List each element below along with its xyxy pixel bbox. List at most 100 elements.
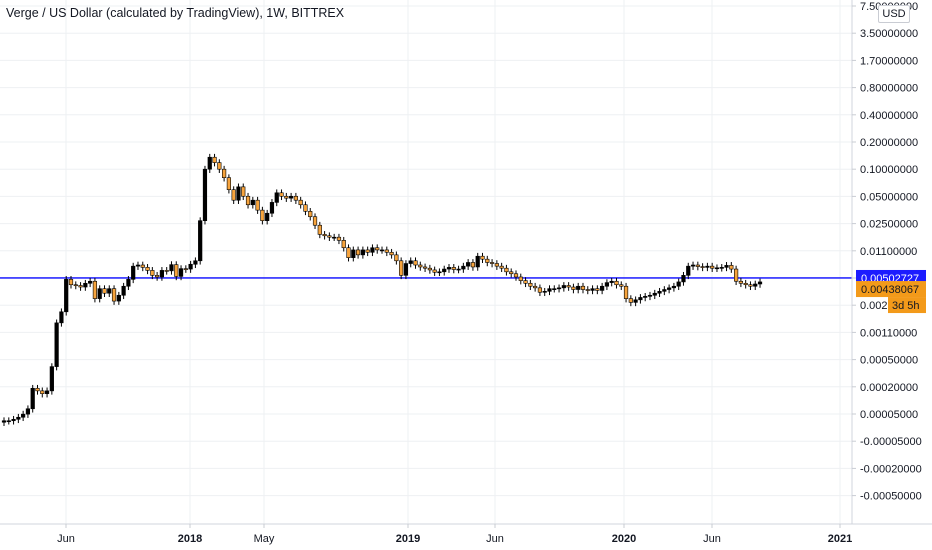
- candle-body: [140, 264, 145, 268]
- candle-body: [245, 195, 251, 206]
- candle-body: [327, 235, 332, 238]
- candle-body: [260, 209, 265, 221]
- candle-body: [64, 279, 69, 313]
- candle-body: [102, 288, 107, 294]
- candle-body: [590, 288, 595, 291]
- countdown-label: 3d 5h: [892, 300, 920, 312]
- time-axis[interactable]: Jun 2018 May 2019 Jun 2020 Jun 2021: [57, 524, 852, 545]
- candle-body: [164, 270, 169, 272]
- candle-body: [475, 255, 480, 268]
- y-tick-label: 0.00005000: [860, 409, 918, 421]
- candle-body: [509, 271, 514, 275]
- candle-body: [293, 195, 298, 201]
- candle-body: [322, 234, 327, 237]
- candle-body: [643, 296, 648, 298]
- candle-body: [710, 265, 715, 269]
- candle-body: [217, 162, 222, 170]
- candle-body: [135, 264, 141, 267]
- candle-body: [375, 247, 380, 251]
- candle-body: [198, 220, 203, 262]
- countdown-box: [888, 297, 926, 314]
- candle-body: [580, 285, 586, 290]
- candle-body: [676, 281, 681, 287]
- candle-body: [68, 279, 74, 286]
- candle-body: [193, 260, 198, 265]
- y-tick-label: -0.00005000: [860, 436, 922, 448]
- candle-body: [284, 195, 289, 199]
- candle-body: [145, 267, 150, 271]
- candle-body: [288, 195, 294, 199]
- candle-body: [647, 294, 653, 297]
- candle-body: [681, 275, 686, 283]
- candle-body: [461, 265, 466, 270]
- candle-body: [226, 177, 231, 190]
- y-tick-label: 0.00020000: [860, 382, 918, 394]
- candle-body: [466, 262, 471, 267]
- candle-body: [83, 282, 88, 288]
- candle-body: [408, 260, 413, 264]
- candle-body: [657, 291, 662, 294]
- candle-body: [614, 280, 619, 286]
- candle-body: [738, 280, 743, 284]
- candle-body: [667, 287, 672, 290]
- candle-body: [470, 262, 476, 268]
- candle-body: [336, 236, 342, 241]
- candle-body: [628, 298, 633, 303]
- y-tick-label: 0.20000000: [860, 137, 918, 149]
- candle-body: [748, 284, 753, 287]
- candle-body: [623, 285, 629, 299]
- x-tick-label: May: [254, 533, 275, 545]
- x-tick-label: 2021: [828, 533, 852, 545]
- candle-body: [341, 240, 346, 249]
- candle-body: [609, 280, 614, 283]
- x-tick-label: Jun: [703, 533, 721, 545]
- candle-body: [394, 254, 399, 262]
- candle-body: [73, 284, 78, 287]
- candle-body: [734, 268, 739, 282]
- grid-lines: [0, 0, 852, 524]
- candle-body: [556, 287, 562, 290]
- candle-body: [494, 263, 499, 267]
- candle-body: [126, 279, 131, 287]
- candle-body: [365, 249, 370, 253]
- candle-body: [700, 266, 705, 268]
- candle-body: [279, 192, 284, 197]
- candle-body: [317, 224, 322, 235]
- candle-body: [638, 297, 643, 301]
- candle-body: [183, 268, 188, 270]
- candle-body: [111, 288, 117, 302]
- currency-button[interactable]: USD: [878, 5, 910, 23]
- candle-body: [236, 186, 241, 201]
- candle-body: [351, 249, 356, 258]
- current-price-label: 0.00438067: [861, 284, 919, 296]
- candle-body: [241, 186, 246, 197]
- x-tick-label: 2018: [178, 533, 202, 545]
- candle-body: [528, 282, 533, 287]
- candle-body: [40, 390, 45, 394]
- current-price-box: [856, 281, 926, 298]
- candle-body: [418, 264, 423, 268]
- x-tick-label: Jun: [486, 533, 504, 545]
- y-tick-label: 0.002: [860, 300, 888, 312]
- candle-body: [451, 267, 456, 270]
- candle-body: [724, 265, 729, 268]
- candle-body: [757, 281, 763, 285]
- candle-body: [585, 289, 590, 291]
- candle-body: [662, 289, 667, 292]
- candle-body: [690, 264, 696, 267]
- candle-body: [188, 263, 193, 270]
- candle-body: [695, 264, 700, 267]
- candle-body: [11, 418, 16, 422]
- y-tick-label: 0.80000000: [860, 83, 918, 95]
- candle-body: [499, 265, 504, 269]
- candle-body: [432, 269, 437, 273]
- candle-body: [729, 265, 734, 270]
- candle-body: [155, 275, 160, 278]
- candle-body: [207, 156, 212, 170]
- candlestick-series: [1, 153, 763, 427]
- candle-body: [566, 285, 571, 288]
- candle-body: [35, 387, 40, 392]
- candle-body: [150, 270, 155, 276]
- price-axis[interactable]: 7.500000003.500000001.700000000.80000000…: [852, 1, 922, 503]
